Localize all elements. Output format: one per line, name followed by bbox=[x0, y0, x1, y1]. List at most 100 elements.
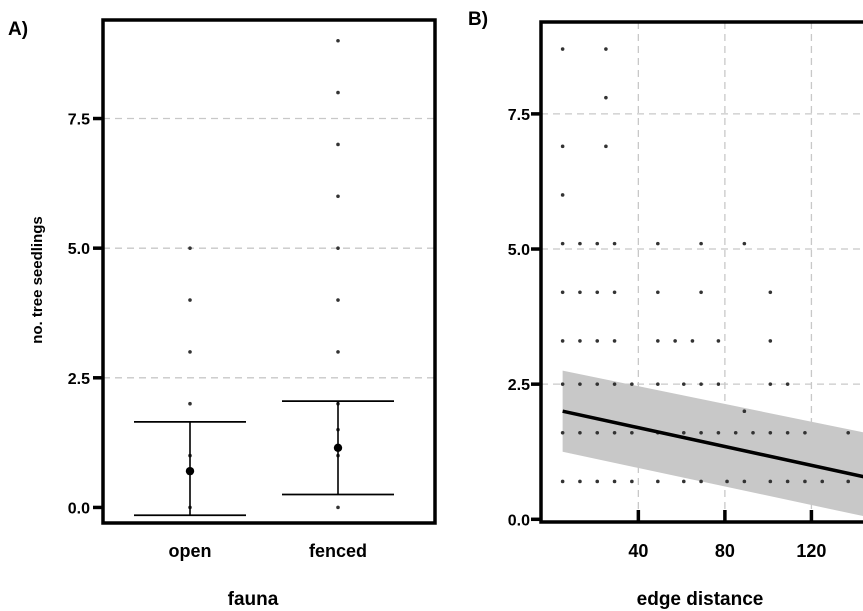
panel-b-data-point bbox=[742, 409, 747, 413]
panel-a-x-tick-label: open bbox=[169, 541, 212, 561]
panel-b-x-tick-label: 40 bbox=[628, 541, 648, 561]
panel-a: A) 0.0 2.5 5.0 7.5 open fenced fauna no. tre… bbox=[8, 18, 437, 610]
panel-b-data-point bbox=[604, 144, 608, 149]
panel-b-data-point bbox=[612, 431, 617, 435]
panel-b-data-point bbox=[846, 479, 851, 484]
panel-a-x-tick-label: fenced bbox=[309, 541, 367, 561]
panel-b-y-tick-label: 5.0 bbox=[508, 242, 530, 259]
panel-b-data-point bbox=[656, 290, 660, 295]
panel-b-data-point bbox=[656, 339, 660, 343]
panel-b-data-point bbox=[560, 241, 565, 246]
panel-b-data-point bbox=[681, 382, 686, 386]
panel-b-data-point bbox=[595, 339, 600, 343]
panel-b: B) 0.0 2.5 5.0 7.5 40 80 120 edge distance bbox=[468, 9, 863, 610]
panel-b-x-tick-label: 80 bbox=[715, 541, 735, 561]
panel-b-data-point bbox=[699, 241, 703, 246]
panel-b-data-point bbox=[673, 339, 677, 343]
panel-b-data-point bbox=[612, 382, 617, 386]
panel-a-data-point bbox=[336, 246, 340, 250]
panel-b-data-point bbox=[785, 431, 790, 435]
panel-b-data-point bbox=[560, 290, 565, 295]
panel-b-label: B) bbox=[468, 9, 488, 30]
panel-b-data-point bbox=[803, 431, 807, 435]
panel-b-y-tick-label: 0.0 bbox=[508, 512, 530, 529]
panel-a-y-tick-label: 5.0 bbox=[68, 241, 90, 258]
panel-b-data-point bbox=[656, 241, 660, 246]
panel-b-x-tick-label: 120 bbox=[796, 541, 826, 561]
panel-b-data-point bbox=[595, 479, 600, 484]
panel-a-frame bbox=[101, 18, 437, 525]
panel-b-data-point bbox=[656, 382, 660, 386]
panel-b-y-tick-label: 2.5 bbox=[508, 377, 530, 394]
panel-b-regression-line bbox=[562, 409, 863, 479]
panel-b-data-point bbox=[768, 382, 773, 386]
panel-a-y-tick-label: 7.5 bbox=[68, 112, 90, 129]
panel-a-y-axis-title: no. tree seedlings bbox=[29, 216, 46, 344]
panel-b-data-point bbox=[699, 479, 703, 484]
panel-b-y-tick-label: 7.5 bbox=[508, 107, 530, 124]
panel-b-data-point bbox=[733, 431, 738, 435]
panel-b-data-point bbox=[578, 290, 582, 295]
panel-a-data-point bbox=[188, 298, 192, 302]
panel-b-data-point bbox=[742, 479, 747, 484]
panel-b-data-point bbox=[699, 382, 703, 386]
panel-b-data-point bbox=[560, 382, 565, 386]
panel-a-x-axis-title: fauna bbox=[228, 589, 279, 610]
panel-a-points bbox=[188, 38, 340, 510]
panel-b-data-point bbox=[681, 431, 686, 435]
panel-b-data-point bbox=[595, 431, 600, 435]
panel-b-data-point bbox=[595, 382, 600, 386]
panel-a-data-point bbox=[336, 350, 340, 354]
panel-b-data-point bbox=[785, 479, 790, 484]
panel-a-data-point bbox=[336, 142, 340, 147]
panel-b-data-point bbox=[656, 479, 660, 484]
panel-a-data-point bbox=[188, 246, 192, 250]
panel-b-frame bbox=[539, 20, 863, 524]
panel-b-data-point bbox=[612, 241, 617, 246]
panel-a-y-ticks: 0.0 2.5 5.0 7.5 bbox=[68, 112, 103, 517]
panel-b-data-point bbox=[604, 47, 608, 51]
panel-a-y-tick-label: 0.0 bbox=[68, 500, 90, 517]
panel-b-data-point bbox=[681, 479, 686, 484]
panel-b-y-ticks: 0.0 2.5 5.0 7.5 bbox=[508, 107, 541, 529]
panel-b-data-point bbox=[560, 431, 565, 435]
panel-b-data-point bbox=[612, 339, 617, 343]
panel-b-data-point bbox=[578, 479, 582, 484]
panel-b-data-point bbox=[716, 431, 721, 435]
panel-a-data-point bbox=[188, 401, 192, 406]
panel-b-data-point bbox=[768, 290, 773, 295]
panel-b-data-point bbox=[604, 95, 608, 100]
panel-b-data-point bbox=[560, 479, 565, 484]
panel-a-mean-point bbox=[333, 443, 343, 453]
panel-b-data-point bbox=[578, 431, 582, 435]
panel-b-data-point bbox=[560, 47, 565, 51]
panel-a-data-point bbox=[336, 90, 340, 95]
panel-a-grid bbox=[103, 117, 435, 379]
panel-b-data-point bbox=[595, 290, 600, 295]
panel-b-data-point bbox=[699, 431, 703, 435]
panel-a-y-tick-label: 2.5 bbox=[68, 371, 90, 388]
panel-b-data-point bbox=[699, 290, 703, 295]
panel-a-label: A) bbox=[8, 19, 28, 40]
panel-b-data-point bbox=[768, 339, 773, 343]
panel-a-data-point bbox=[336, 298, 340, 302]
panel-b-data-point bbox=[803, 479, 807, 484]
panel-b-data-point bbox=[578, 339, 582, 343]
panel-a-data-point bbox=[336, 194, 340, 199]
panel-b-data-point bbox=[785, 382, 790, 386]
panel-b-data-point bbox=[768, 479, 773, 484]
panel-a-data-point bbox=[336, 505, 340, 510]
panel-b-points bbox=[560, 47, 851, 484]
panel-b-data-point bbox=[560, 144, 565, 149]
panel-b-data-point bbox=[690, 339, 695, 343]
panel-a-x-ticks: open fenced bbox=[169, 541, 368, 561]
panel-b-data-point bbox=[768, 431, 773, 435]
panel-a-error-bars bbox=[134, 400, 394, 517]
panel-b-data-point bbox=[742, 241, 747, 246]
panel-b-data-point bbox=[630, 479, 634, 484]
panel-a-data-point bbox=[188, 350, 192, 354]
panel-b-data-point bbox=[560, 193, 565, 197]
panel-b-x-axis-title: edge distance bbox=[637, 589, 764, 610]
panel-b-data-point bbox=[612, 290, 617, 295]
panel-b-data-point bbox=[725, 479, 729, 484]
